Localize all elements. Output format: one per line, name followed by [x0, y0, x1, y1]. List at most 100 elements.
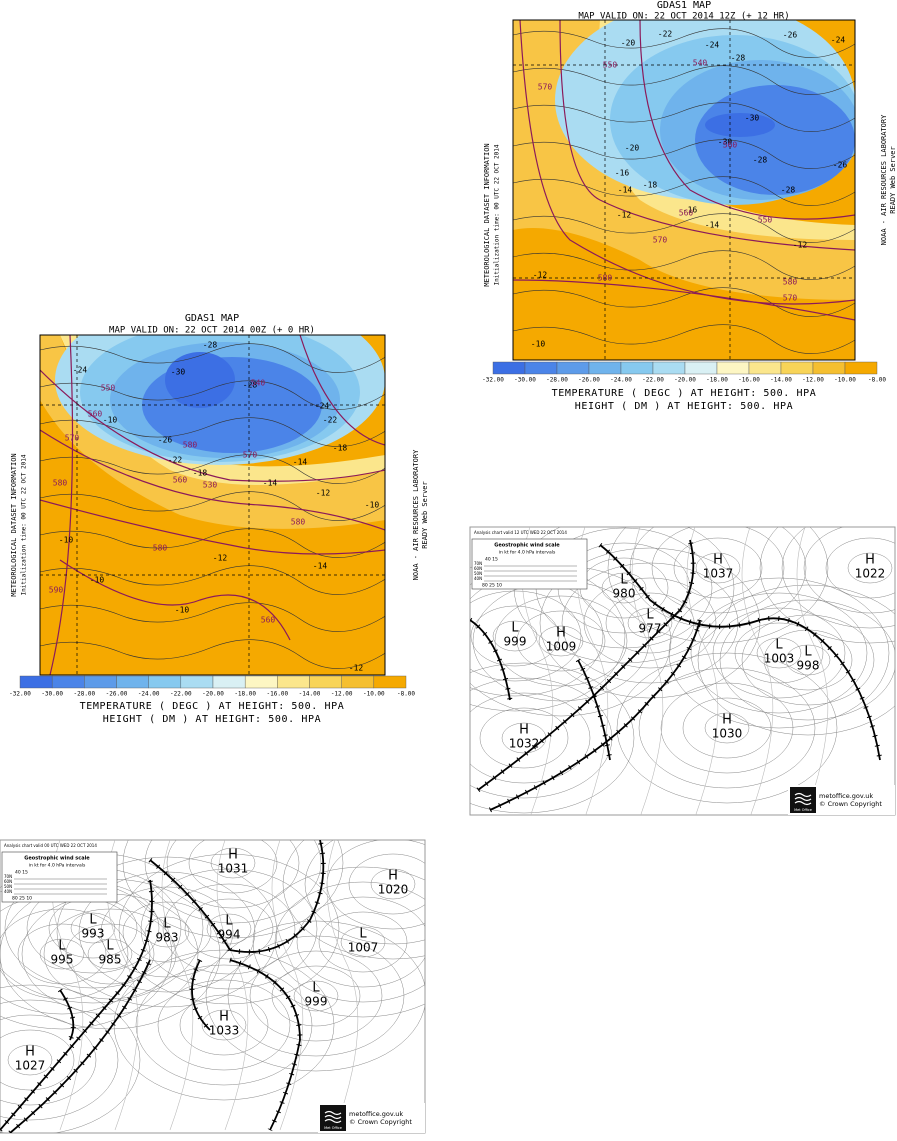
contour-label: -26: [833, 161, 848, 170]
footer-text: metoffice.gov.uk: [349, 1110, 403, 1118]
scale-subtitle: in kt for 4.0 hPa intervals: [29, 863, 86, 869]
isobar: [825, 537, 895, 599]
isobar: [470, 590, 582, 682]
colorbar-swatch: [588, 361, 622, 375]
contour-label: -14: [263, 479, 278, 488]
isobar: [122, 901, 212, 963]
metoffice-chart: Analysis chart valid 00 UTC WED 22 OCT 2…: [0, 839, 426, 1134]
contour-label: 580: [153, 544, 168, 553]
isobar: [188, 840, 278, 894]
footer-text: © Crown Copyright: [349, 1118, 412, 1126]
plot-frame: [39, 334, 386, 676]
contour-label: -12: [793, 241, 808, 250]
colorbar-swatch: [684, 361, 718, 375]
contour-label: 560: [679, 209, 694, 218]
isobar: [56, 856, 278, 1008]
colorbar-swatch: [780, 361, 814, 375]
source-info: NOAA - AIR RESOURCES LABORATORY: [412, 449, 420, 580]
coastline: [40, 343, 385, 373]
isobar: [162, 883, 296, 975]
scale-title: Geostrophic wind scale: [494, 543, 560, 549]
cold-region: [705, 113, 775, 137]
contour-label: 580: [598, 274, 613, 283]
pressure-centre-type: H: [865, 553, 875, 568]
contour-label: 570: [243, 451, 258, 460]
colorbar-swatch: [556, 361, 590, 375]
caption: HEIGHT ( DM ) AT HEIGHT: 500. HPA: [103, 714, 321, 725]
caption: HEIGHT ( DM ) AT HEIGHT: 500. HPA: [575, 401, 793, 412]
colorbar-swatch: [19, 675, 53, 689]
contour-label: -14: [313, 562, 328, 571]
contour-label: -28: [731, 54, 746, 63]
pressure-centre-type: L: [804, 645, 812, 660]
colorbar-swatch: [652, 361, 686, 375]
pressure-centre-type: H: [219, 1010, 229, 1025]
height-contour: [299, 335, 385, 446]
scale-box: [471, 538, 588, 590]
colorbar-swatch: [309, 675, 342, 689]
isobar: [847, 552, 893, 584]
isobar: [249, 950, 383, 1042]
contour-label: -28: [753, 156, 768, 165]
pressure-centre-type: L: [312, 981, 320, 996]
pressure-centre-value: 980: [613, 587, 636, 601]
colorbar-label: -28.00: [546, 377, 568, 384]
contour-label: 560: [261, 616, 276, 625]
coastline: [40, 380, 385, 410]
isobar: [629, 527, 807, 629]
contour-label: -28: [243, 381, 258, 390]
isobar: [668, 577, 890, 729]
contour-label: 560: [88, 410, 103, 419]
coastline: [741, 527, 774, 815]
colorbar-label: -18.00: [706, 377, 728, 384]
front-symbols: [229, 957, 303, 1132]
isobar: [293, 980, 339, 1012]
dataset-info: METEOROLOGICAL DATASET INFORMATION: [483, 143, 491, 286]
isobar: [785, 644, 831, 676]
pressure-centre-value: 1037: [703, 567, 734, 581]
coastline: [40, 565, 385, 595]
logo-wave: [324, 1114, 342, 1120]
contour-label: -18: [193, 469, 208, 478]
height-contour: [559, 20, 855, 251]
isobar: [227, 935, 405, 1057]
contour-label: -16: [615, 169, 630, 178]
contour-label: -18: [643, 181, 658, 190]
height-contour: [49, 335, 74, 675]
contour-label: -10: [90, 576, 105, 585]
front-symbols: [8, 958, 153, 1133]
logo-wave: [794, 792, 812, 798]
isobar: [719, 599, 895, 721]
contour-label: -16: [683, 206, 698, 215]
coastline: [40, 602, 385, 632]
pressure-centre-value: 1031: [218, 862, 249, 876]
source-info: READY Web Server: [889, 146, 897, 213]
height-contour: [513, 279, 855, 321]
colorbar-swatch: [277, 675, 310, 689]
colorbar-swatch: [620, 361, 654, 375]
contour-label: -10: [531, 340, 546, 349]
contour-label: -12: [349, 664, 364, 673]
colorbar-label: -20.00: [674, 377, 696, 384]
colorbar-label: -30.00: [514, 377, 536, 384]
isobar: [0, 984, 141, 1133]
isobar: [304, 840, 425, 945]
coastline: [513, 324, 855, 354]
isobar: [252, 866, 425, 1018]
pressure-centre-type: L: [163, 917, 171, 932]
isobar: [616, 652, 838, 804]
coastline: [513, 250, 855, 280]
contour-label: -12: [533, 271, 548, 280]
colorbar-swatch: [84, 675, 117, 689]
contour-label: -30: [718, 138, 733, 147]
contour-label: 580: [183, 441, 198, 450]
scale-lat: 50N: [474, 571, 482, 576]
contour-label: 570: [653, 236, 668, 245]
colorbar-label: -10.00: [363, 691, 385, 698]
isobar: [65, 923, 155, 985]
scale-box: [1, 851, 118, 903]
colorbar-swatch: [524, 361, 558, 375]
metoffice-chart: Analysis chart valid 12 UTC WED 22 OCT 2…: [469, 526, 896, 816]
pressure-centre-value: 998: [797, 659, 820, 673]
contour-label: -14: [705, 221, 720, 230]
